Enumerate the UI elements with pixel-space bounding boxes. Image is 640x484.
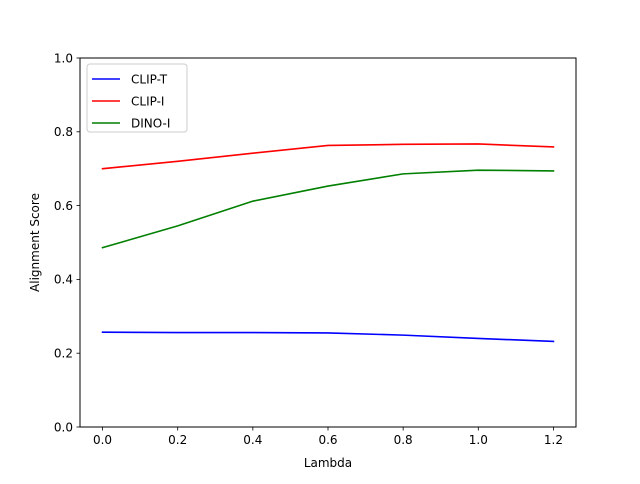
- y-tick-label: 0.2: [54, 347, 73, 361]
- y-tick-label: 0.6: [54, 199, 73, 213]
- x-axis-label: Lambda: [304, 456, 352, 470]
- x-tick-label: 1.2: [544, 433, 563, 447]
- x-tick-label: 1.0: [469, 433, 488, 447]
- series-line-clip-i: [101, 143, 555, 170]
- y-axis-label: Alignment Score: [28, 193, 42, 292]
- legend-box: [86, 63, 188, 133]
- legend-label-clip-t: CLIP-T: [131, 72, 168, 86]
- series-line-dino-i: [101, 169, 555, 249]
- series-layer: [101, 143, 555, 343]
- legend: CLIP-T CLIP-I DINO-I: [86, 63, 188, 133]
- y-tick-label: 0.8: [54, 125, 73, 139]
- x-tick-label: 0.4: [243, 433, 262, 447]
- y-axis-ticks: 0.0 0.2 0.4 0.6 0.8 1.0: [54, 51, 80, 434]
- y-tick-label: 0.0: [54, 420, 73, 434]
- legend-label-dino-i: DINO-I: [131, 116, 170, 130]
- y-tick-label: 0.4: [54, 273, 73, 287]
- x-tick-label: 0.6: [318, 433, 337, 447]
- x-tick-label: 0.8: [394, 433, 413, 447]
- x-axis-ticks: 0.0 0.2 0.4 0.6 0.8 1.0 1.2: [93, 427, 563, 447]
- legend-label-clip-i: CLIP-I: [131, 94, 164, 108]
- x-tick-label: 0.2: [168, 433, 187, 447]
- series-line-clip-t: [101, 331, 555, 343]
- y-tick-label: 1.0: [54, 51, 73, 65]
- x-tick-label: 0.0: [93, 433, 112, 447]
